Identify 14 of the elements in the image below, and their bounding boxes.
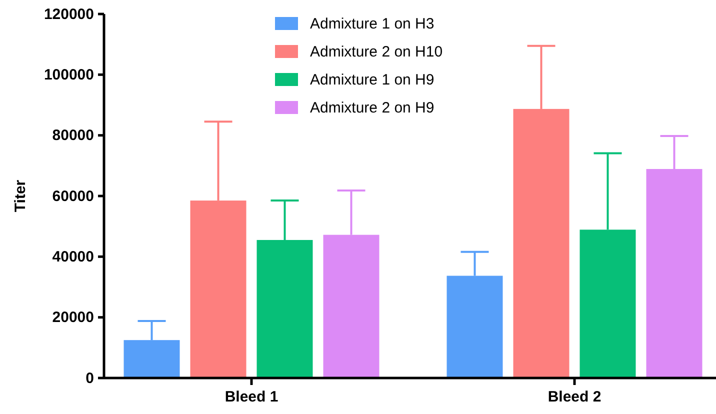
y-tick-label: 20000: [52, 309, 94, 326]
legend-label: Admixture 2 on H9: [310, 100, 434, 116]
x-tick-label: Bleed 2: [548, 388, 602, 406]
y-axis-title: Titer: [12, 180, 29, 212]
y-tick-label: 100000: [44, 66, 94, 84]
y-tick-label: 40000: [52, 248, 94, 266]
legend-label: Admixture 2 on H10: [310, 44, 443, 60]
y-tick-label: 80000: [52, 127, 94, 144]
y-tick-label: 0: [86, 370, 94, 387]
legend-label: Admixture 1 on H9: [310, 72, 434, 88]
x-tick-label: Bleed 1: [224, 388, 278, 406]
legend-label: Admixture 1 on H3: [310, 16, 434, 32]
y-tick-label: 60000: [52, 188, 94, 205]
y-tick-label: 120000: [44, 6, 94, 23]
